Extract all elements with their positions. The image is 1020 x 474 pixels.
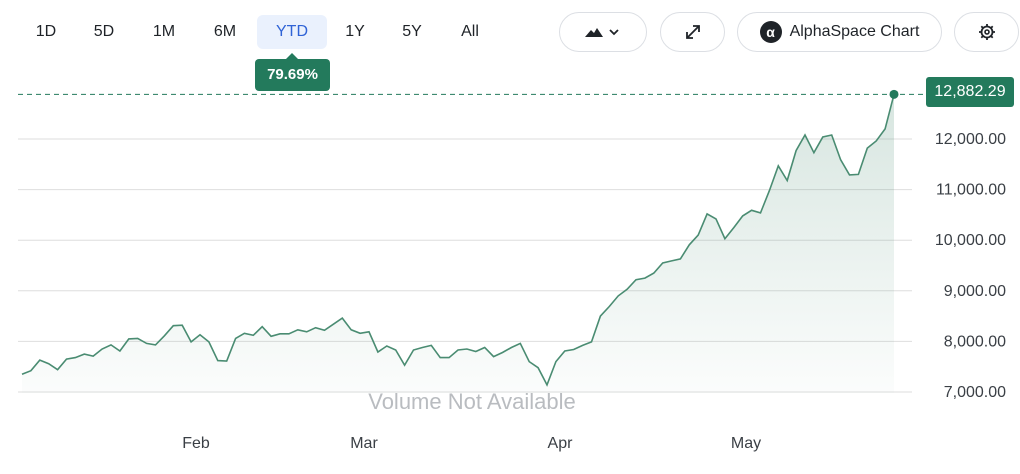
last-value-dot bbox=[889, 89, 899, 99]
brand-label: AlphaSpace Chart bbox=[789, 23, 920, 40]
y-tick-label: 10,000.00 bbox=[935, 232, 1006, 249]
expand-button[interactable] bbox=[660, 12, 725, 52]
x-tick-label: Mar bbox=[350, 435, 378, 452]
settings-button[interactable] bbox=[954, 12, 1019, 52]
chart-type-button[interactable] bbox=[559, 12, 647, 52]
brand-logo-icon: α bbox=[759, 21, 782, 43]
y-tick-label: 7,000.00 bbox=[944, 384, 1006, 401]
series-area bbox=[22, 94, 894, 394]
range-tab-1d[interactable]: 1D bbox=[35, 23, 57, 40]
last-value-badge: 12,882.29 bbox=[926, 77, 1014, 107]
x-tick-label: Feb bbox=[182, 435, 210, 452]
brand-chart-button[interactable]: α AlphaSpace Chart bbox=[737, 12, 942, 52]
y-tick-label: 8,000.00 bbox=[944, 333, 1006, 350]
change-percent-badge: 79.69% bbox=[255, 53, 330, 91]
range-tab-5d[interactable]: 5D bbox=[93, 23, 115, 40]
x-tick-label: Apr bbox=[548, 435, 574, 452]
range-tab-ytd[interactable]: YTD bbox=[257, 15, 327, 49]
y-tick-label: 9,000.00 bbox=[944, 283, 1006, 300]
volume-not-available-label: Volume Not Available bbox=[368, 389, 576, 414]
expand-arrows-icon bbox=[685, 25, 700, 39]
mountain-chart-icon bbox=[585, 28, 619, 37]
range-tab-6m[interactable]: 6M bbox=[213, 23, 237, 40]
gear-icon bbox=[978, 24, 995, 40]
y-tick-label: 11,000.00 bbox=[936, 182, 1006, 199]
range-tab-1m[interactable]: 1M bbox=[152, 23, 176, 40]
y-axis: 7,000.00 8,000.00 9,000.00 10,000.00 11,000.… bbox=[935, 131, 1006, 401]
toolbar: 1D 5D 1M 6M YTD 1Y 5Y All α AlphaSpace C… bbox=[0, 0, 1020, 64]
x-axis: Feb Mar Apr May bbox=[182, 435, 761, 452]
range-tab-5y[interactable]: 5Y bbox=[402, 23, 422, 40]
range-tab-1y[interactable]: 1Y bbox=[345, 23, 365, 40]
x-tick-label: May bbox=[731, 435, 761, 452]
y-tick-label: 12,000.00 bbox=[935, 131, 1006, 148]
series-line bbox=[21, 94, 895, 387]
range-tab-all[interactable]: All bbox=[461, 23, 479, 40]
